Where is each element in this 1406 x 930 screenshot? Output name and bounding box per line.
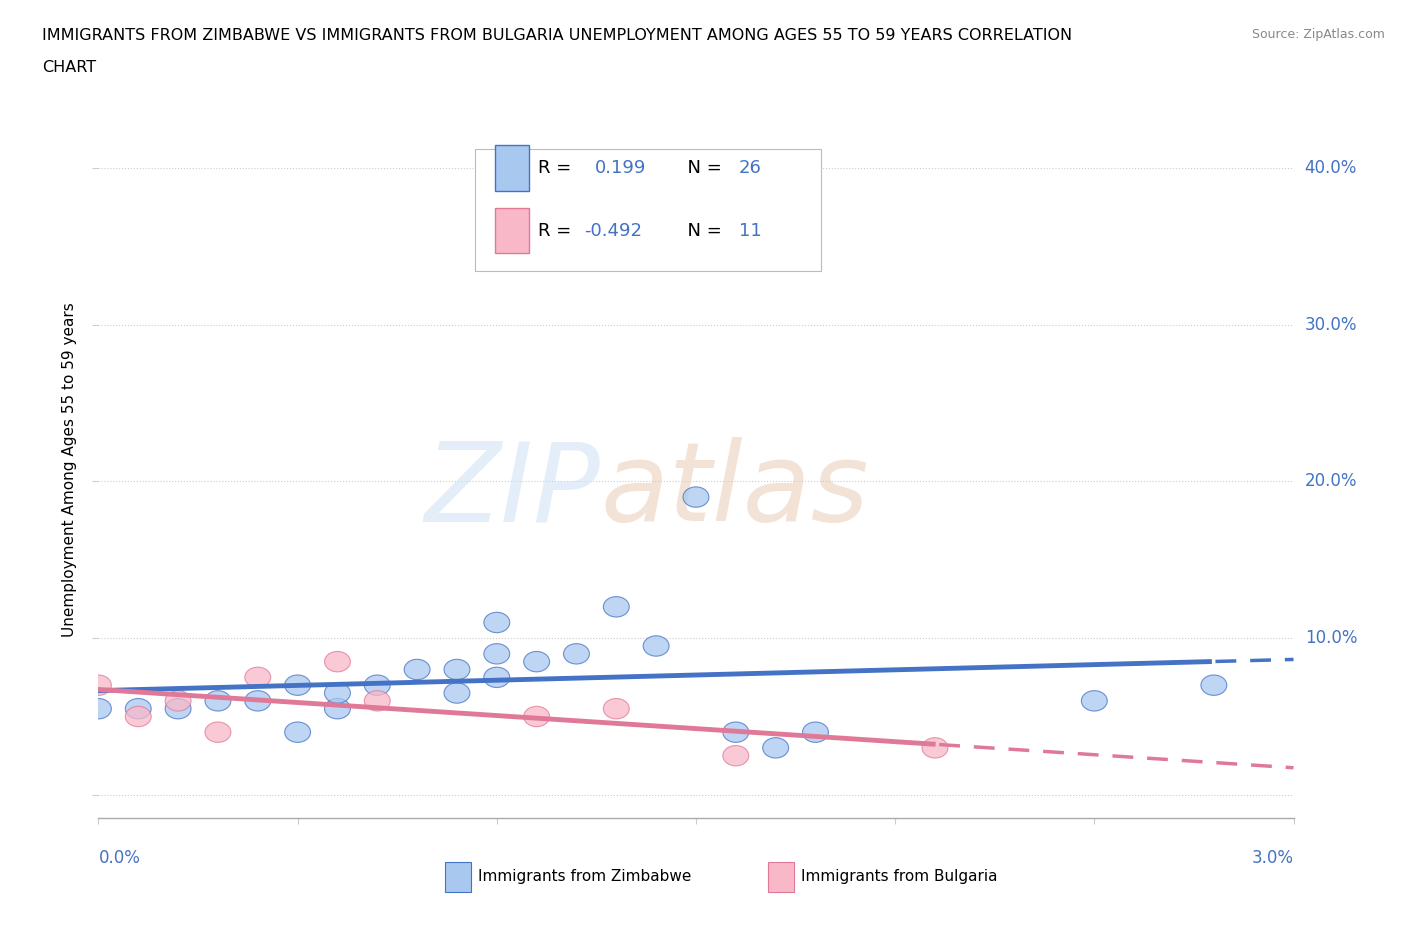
Text: 26: 26	[740, 159, 762, 177]
Text: 11: 11	[740, 221, 762, 240]
Ellipse shape	[484, 667, 510, 687]
Text: 0.199: 0.199	[595, 159, 645, 177]
Ellipse shape	[125, 698, 152, 719]
Ellipse shape	[1081, 691, 1108, 711]
Ellipse shape	[723, 746, 749, 766]
Ellipse shape	[1201, 675, 1227, 696]
Text: 30.0%: 30.0%	[1305, 315, 1357, 334]
Ellipse shape	[165, 698, 191, 719]
Text: 3.0%: 3.0%	[1251, 849, 1294, 867]
Ellipse shape	[484, 644, 510, 664]
Ellipse shape	[205, 722, 231, 742]
Ellipse shape	[603, 597, 630, 617]
Ellipse shape	[125, 706, 152, 726]
Text: 0.0%: 0.0%	[98, 849, 141, 867]
Ellipse shape	[484, 612, 510, 632]
FancyBboxPatch shape	[446, 862, 471, 892]
Ellipse shape	[325, 683, 350, 703]
Ellipse shape	[325, 698, 350, 719]
Ellipse shape	[364, 675, 391, 696]
Ellipse shape	[643, 636, 669, 657]
Ellipse shape	[523, 652, 550, 671]
Ellipse shape	[444, 659, 470, 680]
Ellipse shape	[165, 691, 191, 711]
Text: IMMIGRANTS FROM ZIMBABWE VS IMMIGRANTS FROM BULGARIA UNEMPLOYMENT AMONG AGES 55 : IMMIGRANTS FROM ZIMBABWE VS IMMIGRANTS F…	[42, 28, 1073, 43]
Ellipse shape	[86, 675, 111, 696]
Ellipse shape	[523, 706, 550, 726]
Ellipse shape	[803, 722, 828, 742]
Ellipse shape	[603, 698, 630, 719]
Ellipse shape	[762, 737, 789, 758]
Text: 10.0%: 10.0%	[1305, 630, 1357, 647]
Text: N =: N =	[676, 159, 727, 177]
Text: Immigrants from Zimbabwe: Immigrants from Zimbabwe	[478, 870, 692, 884]
Ellipse shape	[723, 722, 749, 742]
Text: atlas: atlas	[600, 437, 869, 544]
Text: CHART: CHART	[42, 60, 96, 75]
Ellipse shape	[404, 659, 430, 680]
Text: N =: N =	[676, 221, 733, 240]
Ellipse shape	[284, 722, 311, 742]
Text: R =: R =	[538, 221, 578, 240]
Ellipse shape	[86, 698, 111, 719]
Text: Source: ZipAtlas.com: Source: ZipAtlas.com	[1251, 28, 1385, 41]
Text: 40.0%: 40.0%	[1305, 159, 1357, 177]
Ellipse shape	[325, 652, 350, 671]
Ellipse shape	[683, 487, 709, 507]
Ellipse shape	[922, 737, 948, 758]
Ellipse shape	[444, 683, 470, 703]
Text: 20.0%: 20.0%	[1305, 472, 1357, 490]
Y-axis label: Unemployment Among Ages 55 to 59 years: Unemployment Among Ages 55 to 59 years	[62, 302, 77, 637]
Text: ZIP: ZIP	[425, 437, 600, 544]
FancyBboxPatch shape	[768, 862, 794, 892]
Ellipse shape	[245, 691, 271, 711]
Ellipse shape	[284, 675, 311, 696]
FancyBboxPatch shape	[495, 208, 529, 253]
Ellipse shape	[205, 691, 231, 711]
Ellipse shape	[245, 667, 271, 687]
Text: R =: R =	[538, 159, 583, 177]
Ellipse shape	[564, 644, 589, 664]
FancyBboxPatch shape	[495, 145, 529, 191]
FancyBboxPatch shape	[475, 149, 821, 271]
Text: Immigrants from Bulgaria: Immigrants from Bulgaria	[801, 870, 998, 884]
Text: -0.492: -0.492	[583, 221, 641, 240]
Ellipse shape	[364, 691, 391, 711]
